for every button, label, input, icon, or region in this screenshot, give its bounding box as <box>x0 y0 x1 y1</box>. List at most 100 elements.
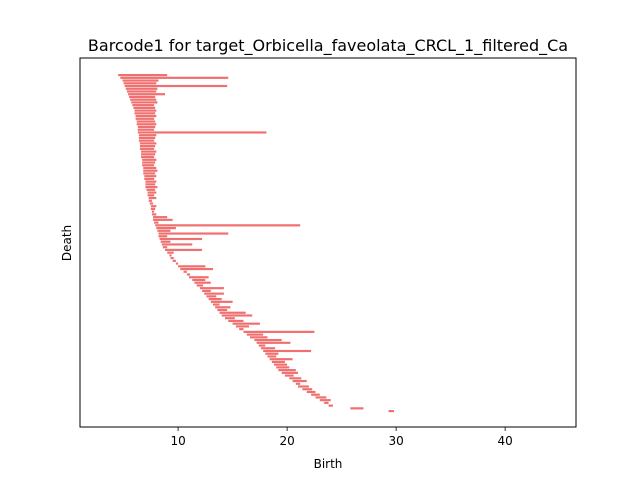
barcode-bar <box>388 410 394 413</box>
barcode-bar <box>122 79 159 82</box>
barcode-bar <box>196 284 204 287</box>
x-axis-label: Birth <box>314 457 343 471</box>
barcode-bar <box>150 205 157 208</box>
barcode-bar <box>143 166 157 170</box>
x-ticks: 10 20 30 40 <box>170 427 513 448</box>
barcode-bar <box>265 352 279 355</box>
barcode-bar <box>289 377 302 380</box>
barcode-bar <box>298 385 309 388</box>
barcode-bar <box>138 134 157 137</box>
barcode-bar <box>155 224 301 227</box>
barcode-bar <box>192 278 206 282</box>
barcode-bar <box>139 142 157 145</box>
barcode-bar <box>186 273 191 276</box>
barcode-bar <box>210 300 233 303</box>
barcode-bar <box>142 161 156 164</box>
plot-area-frame <box>79 57 577 428</box>
barcode-bar <box>175 262 179 265</box>
barcode-bar <box>324 401 329 404</box>
barcode-bar <box>141 153 156 156</box>
barcode-bar <box>156 226 176 230</box>
barcode-bar <box>167 251 174 254</box>
barcode-bar <box>158 232 229 235</box>
barcode-bar <box>157 229 171 232</box>
barcode-bar <box>180 267 213 271</box>
barcode-bar <box>136 120 156 123</box>
barcode-bar <box>315 396 327 399</box>
barcode-bar <box>260 347 276 350</box>
barcode-bar <box>215 306 231 309</box>
barcode-bar <box>204 292 224 295</box>
x-tick-label: 20 <box>279 434 294 448</box>
barcode-bar <box>153 216 168 219</box>
barcode-bar <box>194 281 211 284</box>
barcode-bar <box>183 270 187 273</box>
chart-title: Barcode1 for target_Orbicella_faveolata_… <box>88 36 568 56</box>
barcode-bar <box>153 218 173 221</box>
x-tick-label: 10 <box>170 434 185 448</box>
barcode-bar <box>350 407 364 410</box>
barcode-bar <box>302 388 313 391</box>
barcode-bar <box>189 276 209 279</box>
barcode-bar <box>271 360 285 364</box>
barcode-bar <box>125 87 158 90</box>
barcode-bar <box>144 175 157 178</box>
barcode-bar <box>278 369 296 372</box>
barcode-bar <box>145 186 158 189</box>
barcode-bar <box>243 330 315 333</box>
barcode-bar <box>131 101 158 104</box>
barcode-bar <box>212 303 220 306</box>
barcode-bar <box>137 128 155 131</box>
barcode-bar <box>137 125 156 129</box>
barcode-bar <box>160 240 171 243</box>
barcode-bar <box>306 390 316 394</box>
barcode-bar <box>144 177 155 180</box>
barcode-bar <box>246 333 264 336</box>
barcode-bar <box>319 399 331 402</box>
barcode-bar <box>206 295 217 298</box>
barcode-bar <box>254 338 282 342</box>
barcode-bar <box>228 319 244 323</box>
barcode-bar <box>145 180 157 183</box>
barcode-bar <box>224 317 235 320</box>
barcode-bar <box>150 207 156 211</box>
barcode-bar <box>202 289 211 292</box>
barcode-bar <box>162 246 168 249</box>
barcode-bar <box>178 265 206 268</box>
barcode-bar <box>274 363 288 366</box>
barcode-bar <box>135 114 157 118</box>
x-tick-label: 30 <box>388 434 403 448</box>
barcode-bar <box>132 104 155 107</box>
barcode-bar <box>235 325 249 328</box>
barcode-bar <box>221 314 253 317</box>
barcode-bar <box>134 112 156 115</box>
barcode-bar <box>143 172 156 175</box>
x-tick-label: 40 <box>498 434 513 448</box>
barcode-bar <box>147 191 157 194</box>
barcode-bar <box>138 136 156 140</box>
barcode-bar <box>134 109 157 112</box>
barcode-bar <box>141 150 157 153</box>
barcode-bar <box>149 202 154 205</box>
barcode-bar <box>151 210 155 213</box>
barcode-bar <box>292 379 307 383</box>
barcode-bar <box>151 213 157 216</box>
barcode-bar <box>142 158 157 161</box>
barcode-bar <box>256 341 291 344</box>
barcode-bar <box>138 139 155 142</box>
barcode-bar <box>154 221 159 224</box>
barcode-bar <box>165 248 203 252</box>
barcode-bar <box>250 336 268 339</box>
barcode-bar <box>139 147 155 150</box>
barcode-bar <box>124 84 228 88</box>
barcode-bar <box>328 404 333 407</box>
barcode-bar <box>145 183 156 186</box>
barcode-bar <box>169 254 172 257</box>
barcode-bar <box>267 355 277 358</box>
barcode-bar <box>217 308 228 312</box>
barcode-bar <box>170 257 174 260</box>
barcode-bar <box>172 259 176 262</box>
barcode-bar <box>143 169 158 172</box>
barcode-bar <box>127 93 166 96</box>
